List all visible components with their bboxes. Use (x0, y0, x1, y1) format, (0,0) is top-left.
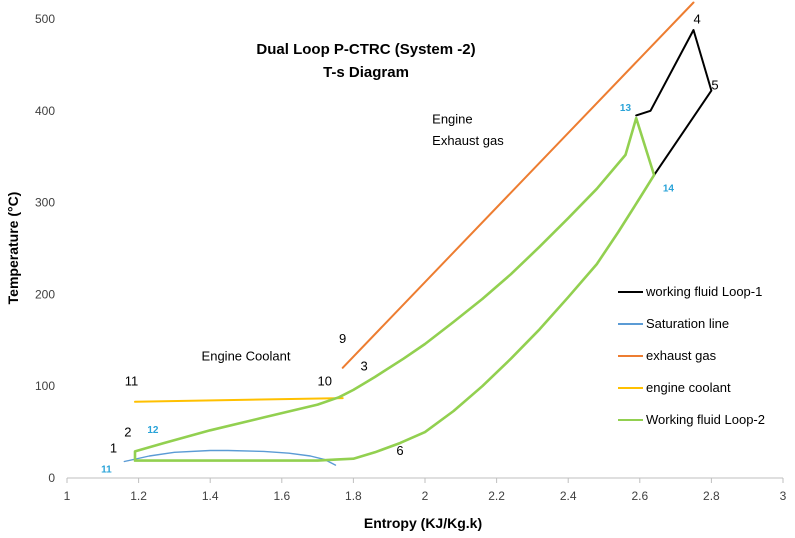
point-label: 6 (396, 443, 403, 458)
x-tick-label: 1.2 (130, 489, 147, 503)
point-label: 9 (339, 331, 346, 346)
legend-label: exhaust gas (646, 348, 717, 363)
axes: 1 1.2 1.4 1.6 1.8 2 2.2 2.4 2.6 2.8 3 0 100 200 300 400… (35, 12, 787, 503)
point-label: 2 (124, 425, 131, 440)
state-label: 14 (663, 184, 675, 195)
y-tick-label: 200 (35, 287, 55, 301)
y-tick-label: 500 (35, 12, 55, 26)
legend-label: Saturation line (646, 316, 729, 331)
chart-title: Dual Loop P-CTRC (System -2) (256, 41, 475, 58)
x-tick-label: 2.2 (488, 489, 505, 503)
x-tick-label: 1 (64, 489, 71, 503)
chart-subtitle: T-s Diagram (323, 64, 409, 81)
series-line-1 (123, 449, 337, 466)
x-tick-label: 3 (780, 489, 787, 503)
state-label: 12 (147, 425, 159, 436)
chart-annotation: Engine (432, 112, 472, 127)
x-tick-label: 2 (422, 489, 429, 503)
point-label: 1 (110, 440, 117, 455)
point-label: 4 (693, 12, 700, 27)
legend-label: Working fluid Loop-2 (646, 412, 765, 427)
series-line-4 (133, 116, 656, 462)
chart-annotation: Exhaust gas (432, 133, 504, 148)
x-tick-label: 1.4 (202, 489, 219, 503)
point-label: 11 (125, 373, 139, 388)
chart-annotation: Engine Coolant (202, 348, 291, 363)
series-line-2 (341, 1, 695, 369)
series-line-3 (134, 397, 344, 403)
annotations: Engine Coolant Engine Exhaust gas (202, 112, 505, 364)
x-tick-label: 2.8 (703, 489, 720, 503)
x-tick-label: 1.6 (273, 489, 290, 503)
series-layer (123, 1, 713, 466)
x-tick-label: 2.6 (631, 489, 648, 503)
y-tick-label: 300 (35, 196, 55, 210)
x-axis-label: Entropy (KJ/Kg.k) (364, 515, 482, 531)
x-tick-label: 1.8 (345, 489, 362, 503)
point-label: 10 (318, 373, 332, 388)
legend-label: working fluid Loop-1 (645, 284, 762, 299)
point-label: 3 (361, 359, 368, 374)
y-tick-label: 0 (48, 471, 55, 485)
legend: working fluid Loop-1 Saturation line exhau… (618, 284, 765, 427)
series-line-0 (635, 29, 713, 177)
x-tick-label: 2.4 (560, 489, 577, 503)
legend-label: engine coolant (646, 380, 731, 395)
state-label: 13 (620, 103, 632, 114)
y-tick-label: 100 (35, 379, 55, 393)
point-label: 5 (711, 78, 718, 93)
y-tick-label: 400 (35, 104, 55, 118)
point-labels: 12345689101111121314 (101, 12, 719, 476)
y-axis-label: Temperature (°C) (5, 192, 21, 305)
state-label: 11 (101, 464, 112, 475)
